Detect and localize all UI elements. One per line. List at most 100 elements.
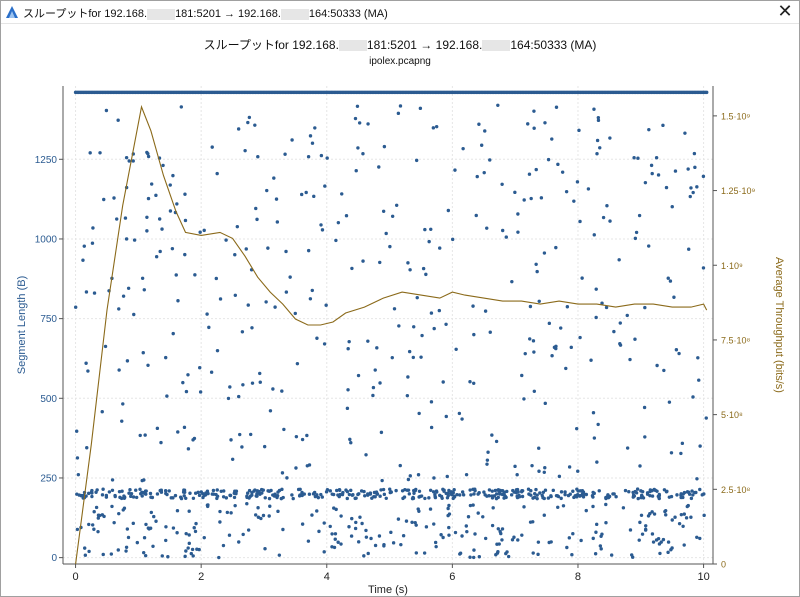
segment-point-small	[187, 533, 191, 537]
segment-point-baseline	[529, 493, 533, 497]
segment-point	[184, 389, 189, 394]
segment-point-baseline	[503, 494, 507, 498]
segment-point-baseline	[411, 495, 415, 500]
segment-point-baseline	[197, 493, 202, 498]
segment-point	[559, 326, 563, 330]
segment-point-small	[135, 540, 140, 545]
segment-point-baseline	[440, 496, 444, 500]
segment-point-baseline	[388, 487, 392, 491]
segment-point	[396, 111, 401, 116]
segment-point-baseline	[101, 487, 105, 491]
segment-point	[310, 141, 315, 145]
segment-point	[605, 204, 609, 208]
segment-point	[592, 233, 596, 237]
segment-point	[353, 116, 358, 121]
segment-point	[233, 293, 238, 297]
segment-point-baseline	[307, 492, 312, 496]
segment-point-baseline	[633, 489, 637, 494]
segment-point-small	[154, 519, 158, 523]
segment-point-small	[609, 553, 614, 557]
segment-point-small	[233, 503, 237, 508]
segment-point-baseline	[167, 489, 171, 493]
segment-point-small	[101, 552, 105, 557]
segment-point	[346, 346, 350, 351]
segment-point-small	[241, 532, 245, 537]
segment-point	[515, 473, 519, 477]
segment-point	[625, 313, 629, 318]
segment-point	[357, 121, 362, 125]
segment-point-baseline	[582, 492, 586, 496]
segment-point	[643, 305, 647, 310]
segment-point-baseline	[120, 489, 124, 493]
segment-point-baseline	[350, 493, 355, 497]
segment-point	[84, 290, 89, 294]
segment-point	[171, 173, 175, 178]
segment-point	[598, 146, 602, 150]
segment-point	[295, 361, 300, 366]
segment-point-small	[670, 518, 674, 522]
segment-point-baseline	[412, 491, 416, 495]
segment-point-small	[237, 540, 241, 544]
segment-point	[431, 126, 436, 130]
segment-point-baseline	[573, 494, 577, 498]
segment-point	[550, 354, 554, 358]
segment-point	[543, 401, 547, 406]
segment-point	[246, 303, 250, 307]
segment-point-small	[682, 543, 686, 547]
segment-point	[379, 430, 384, 435]
close-button[interactable]: ✕	[777, 1, 793, 21]
segment-point	[643, 435, 647, 439]
segment-point	[453, 168, 457, 172]
segment-point-small	[122, 506, 127, 510]
segment-point	[397, 324, 401, 328]
segment-point-small	[256, 506, 260, 510]
segment-point	[596, 118, 601, 123]
segment-point-baseline	[90, 491, 94, 495]
segment-point-small	[434, 544, 438, 549]
segment-point-baseline	[639, 495, 643, 500]
segment-point	[398, 463, 402, 468]
title-prefix: スループットfor 192.168.	[23, 8, 148, 20]
segment-point	[661, 123, 665, 128]
segment-point	[398, 104, 403, 108]
segment-point-small	[567, 536, 572, 540]
segment-point-baseline	[665, 489, 669, 494]
segment-point-small	[404, 519, 409, 523]
segment-point-baseline	[555, 494, 560, 498]
x-tick-label: 10	[697, 571, 709, 583]
segment-point	[310, 288, 314, 293]
segment-point-baseline	[542, 496, 546, 501]
segment-point-baseline	[535, 496, 539, 501]
segment-point	[594, 315, 598, 320]
segment-point	[125, 359, 130, 363]
segment-point	[634, 230, 639, 235]
segment-point-baseline	[627, 490, 631, 494]
segment-point	[471, 304, 475, 308]
segment-point	[320, 228, 325, 232]
segment-point	[670, 205, 674, 209]
segment-point-baseline	[581, 495, 586, 499]
segment-point	[237, 394, 241, 399]
segment-point	[688, 194, 692, 199]
segment-point-small	[473, 532, 477, 536]
segment-point-small	[125, 527, 130, 531]
segment-point	[638, 464, 642, 468]
y-left-tick-label: 1000	[35, 234, 58, 245]
segment-point	[143, 433, 147, 437]
segment-point	[486, 450, 490, 454]
segment-point	[308, 134, 313, 138]
segment-point	[560, 170, 565, 174]
segment-point-small	[194, 521, 198, 526]
segment-point-small	[300, 522, 305, 526]
segment-point	[186, 373, 190, 377]
segment-point	[336, 220, 341, 225]
segment-point	[655, 363, 659, 368]
segment-point-baseline	[559, 490, 564, 494]
segment-point	[494, 439, 499, 444]
title-bar[interactable]: スループットfor 192.168. 181:5201 → 192.168. 164…	[1, 1, 799, 24]
segment-point	[576, 469, 580, 473]
segment-point	[226, 396, 231, 401]
segment-point-baseline	[247, 496, 251, 500]
segment-point-small	[599, 547, 603, 551]
